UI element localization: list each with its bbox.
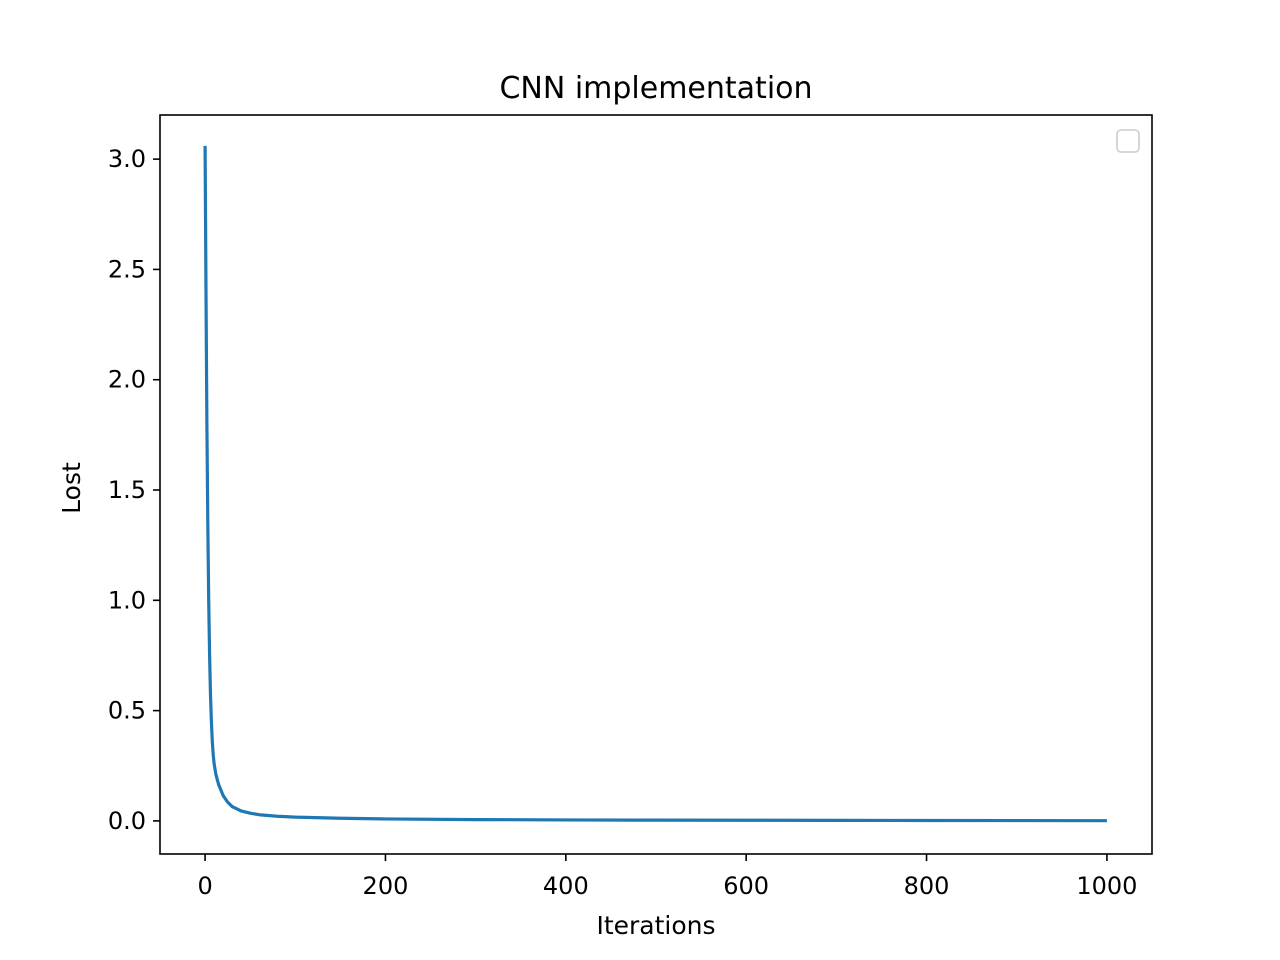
y-tick-label: 1.5 [108, 476, 146, 504]
y-tick-label: 1.0 [108, 586, 146, 614]
y-tick-label: 2.5 [108, 255, 146, 283]
x-tick-label: 400 [543, 872, 589, 900]
x-axis-ticks: 0 200 400 600 800 1000 [197, 854, 1137, 900]
y-axis-ticks: 0.0 0.5 1.0 1.5 2.0 2.5 3.0 [108, 145, 160, 835]
x-tick-label: 0 [197, 872, 212, 900]
x-tick-label: 800 [904, 872, 950, 900]
y-tick-label: 0.5 [108, 697, 146, 725]
x-tick-label: 1000 [1076, 872, 1137, 900]
legend-box [1116, 129, 1140, 153]
y-tick-label: 3.0 [108, 145, 146, 173]
x-tick-label: 200 [363, 872, 409, 900]
y-tick-label: 0.0 [108, 807, 146, 835]
y-axis-label: Lost [57, 462, 86, 514]
x-tick-label: 600 [723, 872, 769, 900]
y-tick-label: 2.0 [108, 366, 146, 394]
x-axis-label: Iterations [596, 911, 715, 940]
series-line [203, 145, 1107, 823]
chart-title: CNN implementation [499, 71, 812, 106]
plot-area-frame [159, 114, 1153, 855]
